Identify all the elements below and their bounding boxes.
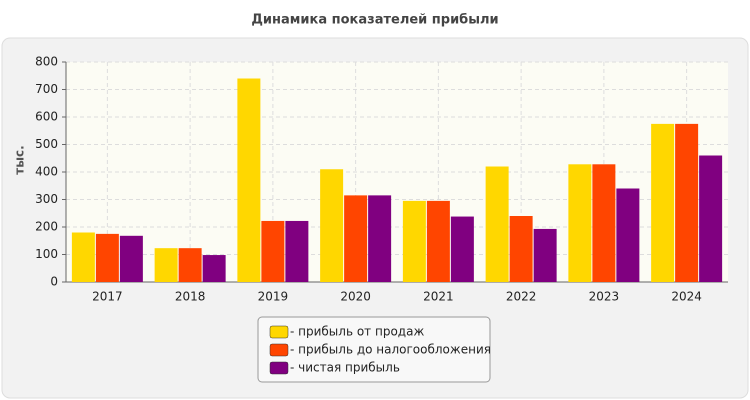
bar <box>485 166 509 282</box>
legend-label: - прибыль от продаж <box>290 325 424 339</box>
bar <box>320 169 344 282</box>
bar <box>568 164 592 282</box>
x-tick-label: 2019 <box>258 290 289 304</box>
bar <box>71 232 95 282</box>
x-tick-label: 2022 <box>506 290 537 304</box>
bar <box>344 195 368 282</box>
bar <box>533 228 557 282</box>
bar <box>178 248 202 282</box>
legend-swatch <box>269 325 289 339</box>
legend-swatch <box>269 343 289 357</box>
y-tick-label: 200 <box>35 220 58 234</box>
y-tick-label: 600 <box>35 110 58 124</box>
x-tick-label: 2021 <box>423 290 454 304</box>
y-tick-label: 700 <box>35 82 58 96</box>
bar <box>95 233 119 282</box>
bar <box>592 164 616 282</box>
bar <box>509 216 533 282</box>
bar <box>675 123 699 282</box>
x-tick-label: 2018 <box>175 290 206 304</box>
bar <box>402 200 426 282</box>
bar <box>450 216 474 282</box>
bar <box>261 220 285 282</box>
y-tick-label: 300 <box>35 192 58 206</box>
y-tick-label: 0 <box>50 275 58 289</box>
bar <box>285 220 309 282</box>
bar <box>426 200 450 282</box>
y-tick-label: 100 <box>35 247 58 261</box>
chart-title: Динамика показателей прибыли <box>251 13 498 28</box>
bar <box>119 235 143 282</box>
y-tick-label: 800 <box>35 55 58 69</box>
x-tick-label: 2023 <box>589 290 620 304</box>
legend-label: - прибыль до налогообложения <box>290 343 491 357</box>
legend-label: - чистая прибыль <box>290 361 400 375</box>
bar <box>368 195 392 282</box>
bar <box>202 255 226 282</box>
bar <box>237 78 261 282</box>
legend-box <box>257 316 491 383</box>
y-tick-label: 400 <box>35 165 58 179</box>
bar <box>154 248 178 282</box>
y-tick-label: 500 <box>35 137 58 151</box>
y-axis-label: тыс. <box>13 145 27 174</box>
x-tick-label: 2024 <box>671 290 702 304</box>
x-tick-label: 2020 <box>340 290 371 304</box>
bar <box>651 123 675 282</box>
legend-swatch <box>269 361 289 375</box>
bar <box>699 155 723 282</box>
x-tick-label: 2017 <box>92 290 123 304</box>
bar <box>616 188 640 282</box>
